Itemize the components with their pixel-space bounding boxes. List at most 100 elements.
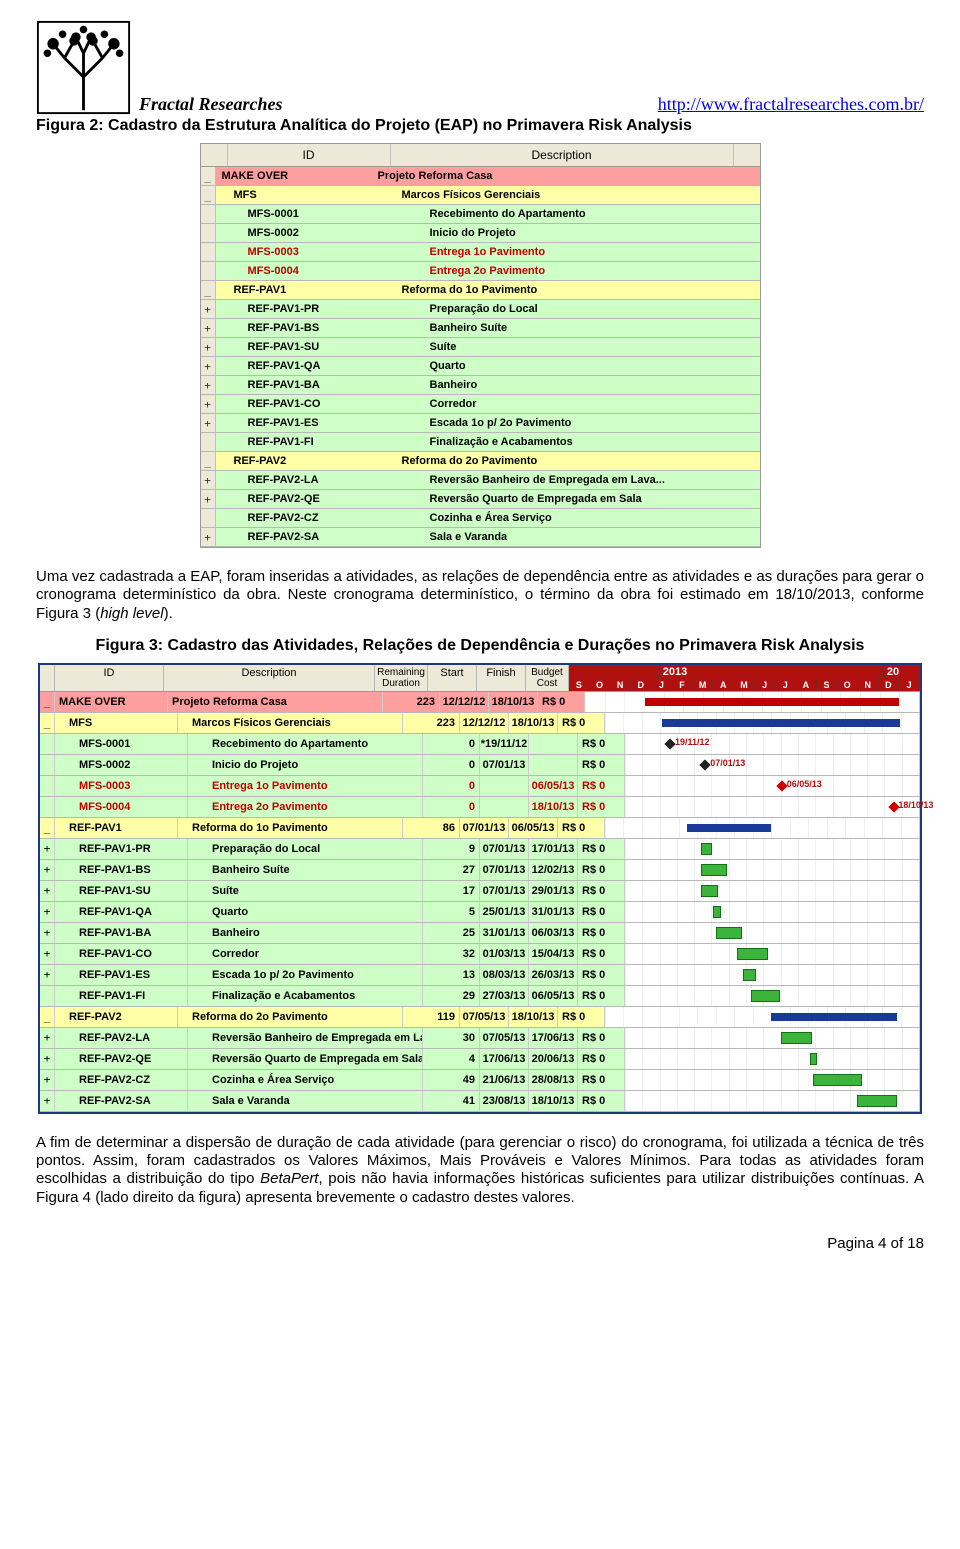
- expand-toggle[interactable]: +: [201, 357, 216, 375]
- gantt-desc: Quarto: [188, 902, 423, 922]
- gantt-row: _REF-PAV1Reforma do 1o Pavimento8607/01/…: [40, 818, 920, 839]
- expand-toggle[interactable]: +: [40, 1028, 55, 1048]
- gantt-timeline-cell: [625, 1049, 920, 1069]
- gantt-desc: Inicio do Projeto: [188, 755, 423, 775]
- expand-toggle[interactable]: _: [40, 692, 55, 712]
- eap-id: REF-PAV1-SU: [216, 341, 398, 353]
- expand-toggle[interactable]: +: [201, 319, 216, 337]
- expand-toggle[interactable]: +: [40, 923, 55, 943]
- expand-toggle[interactable]: +: [201, 414, 216, 432]
- gantt-id: REF-PAV2-SA: [55, 1091, 188, 1111]
- eap-desc: Quarto: [398, 360, 760, 372]
- figure3-caption: Figura 3: Cadastro das Atividades, Relaç…: [36, 637, 924, 655]
- gantt-id: REF-PAV2-LA: [55, 1028, 188, 1048]
- gantt-finish: 20/06/13: [529, 1049, 578, 1069]
- gantt-id: REF-PAV1-QA: [55, 902, 188, 922]
- expand-toggle: [201, 433, 216, 451]
- gantt-id: MFS-0003: [55, 776, 188, 796]
- gantt-finish: 06/05/13: [509, 818, 558, 838]
- eap-row: +REF-PAV1-BABanheiro: [201, 376, 760, 395]
- gantt-finish: 18/10/13: [529, 1091, 578, 1111]
- gantt-dur: 32: [423, 944, 480, 964]
- expand-toggle[interactable]: +: [201, 395, 216, 413]
- expand-toggle[interactable]: +: [40, 965, 55, 985]
- eap-row: +REF-PAV1-PRPreparação do Local: [201, 300, 760, 319]
- gantt-row: MFS-0001Recebimento do Apartamento0*19/1…: [40, 734, 920, 755]
- gantt-id: REF-PAV2-QE: [55, 1049, 188, 1069]
- gantt-start: 12/12/12: [460, 713, 509, 733]
- gantt-dur: 0: [423, 797, 480, 817]
- gantt-start: 07/05/13: [480, 1028, 529, 1048]
- tree-icon: [36, 20, 131, 115]
- expand-toggle[interactable]: +: [201, 300, 216, 318]
- eap-desc: Reversão Quarto de Empregada em Sala: [398, 493, 760, 505]
- eap-row: REF-PAV1-FIFinalização e Acabamentos: [201, 433, 760, 452]
- expand-toggle[interactable]: +: [40, 944, 55, 964]
- gantt-id: MFS: [55, 713, 178, 733]
- eap-id: REF-PAV1-BA: [216, 379, 398, 391]
- eap-id: REF-PAV2-SA: [216, 531, 398, 543]
- eap-id: REF-PAV1-ES: [216, 417, 398, 429]
- expand-toggle[interactable]: +: [201, 376, 216, 394]
- expand-toggle[interactable]: +: [40, 1049, 55, 1069]
- gantt-finish: [529, 734, 578, 754]
- expand-toggle[interactable]: _: [40, 713, 55, 733]
- gantt-desc: Reforma do 1o Pavimento: [178, 818, 403, 838]
- expand-toggle[interactable]: +: [201, 471, 216, 489]
- gantt-desc: Finalização e Acabamentos: [188, 986, 423, 1006]
- expand-toggle[interactable]: +: [201, 528, 216, 546]
- expand-toggle[interactable]: _: [201, 281, 216, 299]
- eap-desc: Cozinha e Área Serviço: [398, 512, 760, 524]
- site-url[interactable]: http://www.fractalresearches.com.br/: [658, 94, 924, 115]
- gantt-start: 31/01/13: [480, 923, 529, 943]
- gantt-start: 21/06/13: [480, 1070, 529, 1090]
- eap-id: REF-PAV1-BS: [216, 322, 398, 334]
- eap-row: +REF-PAV1-SUSuíte: [201, 338, 760, 357]
- gantt-dur: 9: [423, 839, 480, 859]
- expand-toggle[interactable]: +: [40, 881, 55, 901]
- gantt-start: *19/11/12: [480, 734, 529, 754]
- gantt-finish: 12/02/13: [529, 860, 578, 880]
- gantt-start: 07/01/13: [480, 755, 529, 775]
- expand-toggle[interactable]: _: [40, 1007, 55, 1027]
- gantt-dur: 30: [423, 1028, 480, 1048]
- gantt-cost: R$ 0: [578, 797, 625, 817]
- gantt-start: 01/03/13: [480, 944, 529, 964]
- eap-row: REF-PAV2-CZCozinha e Área Serviço: [201, 509, 760, 528]
- gcol-desc: Description: [164, 665, 375, 691]
- gantt-desc: Reversão Banheiro de Empregada em Lava..…: [188, 1028, 423, 1048]
- expand-toggle[interactable]: _: [201, 186, 216, 204]
- gantt-timeline-cell: [625, 923, 920, 943]
- gantt-row: _REF-PAV2Reforma do 2o Pavimento11907/05…: [40, 1007, 920, 1028]
- gantt-cost: R$ 0: [578, 734, 625, 754]
- expand-toggle[interactable]: _: [40, 818, 55, 838]
- fractal-logo: [36, 20, 131, 115]
- expand-toggle[interactable]: _: [201, 452, 216, 470]
- gantt-start: 12/12/12: [440, 692, 489, 712]
- eap-desc: Preparação do Local: [398, 303, 760, 315]
- gantt-finish: 18/10/13: [509, 1007, 558, 1027]
- expand-toggle[interactable]: +: [40, 1070, 55, 1090]
- expand-toggle[interactable]: +: [40, 1091, 55, 1111]
- eap-desc: Reforma do 2o Pavimento: [384, 455, 732, 467]
- gantt-id: REF-PAV1-ES: [55, 965, 188, 985]
- eap-desc: Sala e Varanda: [398, 531, 760, 543]
- gantt-finish: 06/05/13: [529, 776, 578, 796]
- expand-toggle[interactable]: +: [40, 839, 55, 859]
- gantt-finish: 15/04/13: [529, 944, 578, 964]
- eap-row: +REF-PAV1-BSBanheiro Suíte: [201, 319, 760, 338]
- gantt-finish: 18/10/13: [529, 797, 578, 817]
- gantt-row: MFS-0003Entrega 1o Pavimento006/05/13R$ …: [40, 776, 920, 797]
- gantt-desc: Projeto Reforma Casa: [168, 692, 383, 712]
- expand-toggle[interactable]: +: [201, 490, 216, 508]
- gcol-cost: BudgetCost: [526, 665, 569, 691]
- gantt-dur: 223: [403, 713, 460, 733]
- expand-toggle[interactable]: _: [201, 167, 216, 185]
- expand-toggle: [40, 776, 55, 796]
- gantt-finish: 18/10/13: [489, 692, 538, 712]
- expand-toggle[interactable]: +: [201, 338, 216, 356]
- expand-toggle[interactable]: +: [40, 902, 55, 922]
- gantt-timeline-cell: [585, 692, 920, 712]
- gantt-cost: R$ 0: [578, 1070, 625, 1090]
- expand-toggle[interactable]: +: [40, 860, 55, 880]
